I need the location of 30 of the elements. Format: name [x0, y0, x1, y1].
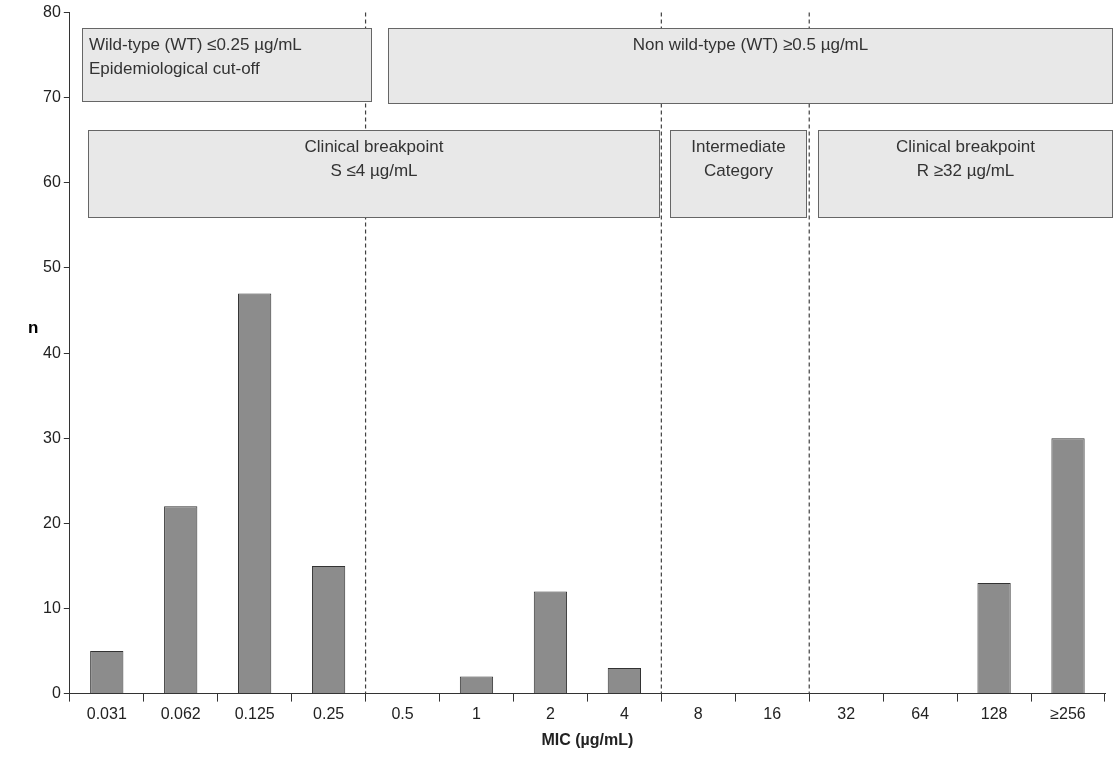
x-tick-label: 8 [693, 704, 703, 722]
x-tick-label: 2 [545, 704, 555, 722]
y-tick-label: 40 [43, 343, 61, 361]
x-tick-label: 4 [619, 704, 629, 722]
y-tick-label: 50 [43, 258, 61, 276]
x-tick-label: 1 [472, 704, 482, 722]
y-tick-label: 80 [43, 3, 61, 21]
y-tick-label: 70 [43, 88, 61, 106]
y-tick-label: 30 [43, 428, 61, 446]
x-tick-label: 0.5 [391, 704, 414, 722]
y-tick-label: 20 [43, 513, 61, 531]
x-tick-label: ≥256 [1050, 704, 1086, 722]
y-tick-label: 0 [51, 684, 61, 702]
y-tick-label: 10 [43, 598, 61, 616]
label-box: Wild-type (WT) ≤0.25 µg/mL Epidemiological cut-off [82, 28, 372, 102]
x-tick-label: 0.031 [86, 704, 127, 722]
x-tick-label: 16 [763, 704, 782, 722]
x-tick-label: 0.125 [234, 704, 275, 722]
x-axis-title: MIC (µg/mL) [541, 730, 634, 748]
x-tick-label: 0.25 [313, 704, 345, 722]
x-tick-label: 64 [911, 704, 930, 722]
label-box: Clinical breakpoint S ≤4 µg/mL [88, 130, 660, 218]
y-axis-title: n [28, 318, 39, 338]
label-box: Non wild-type (WT) ≥0.5 µg/mL [388, 28, 1113, 104]
x-tick-label: 128 [980, 704, 1008, 722]
label-box: Clinical breakpoint R ≥32 µg/mL [818, 130, 1113, 218]
label-box: Intermediate Category [670, 130, 807, 218]
x-tick-label: 32 [837, 704, 856, 722]
x-tick-label: 0.062 [160, 704, 201, 722]
y-tick-label: 60 [43, 173, 61, 191]
